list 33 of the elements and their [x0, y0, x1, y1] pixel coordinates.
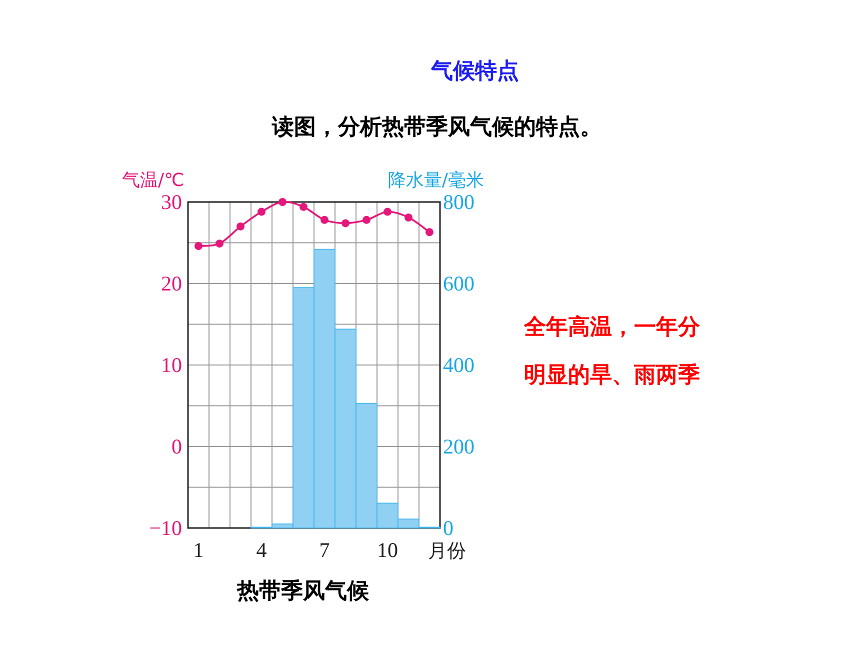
y2-tick-label: 400 [443, 353, 474, 377]
x-tick-label: 10 [377, 538, 398, 562]
y2-tick-label: 800 [443, 190, 474, 214]
y-tick-label: 10 [161, 353, 182, 377]
y-axis-title: 气温/℃ [122, 170, 184, 191]
point [384, 208, 392, 216]
x-axis-title: 月份 [428, 540, 466, 562]
text: 全年高温，一年分明显的旱、雨两季 [524, 314, 701, 390]
y-tick-label: 30 [161, 190, 182, 214]
point [216, 240, 224, 248]
y2-tick-label: 200 [443, 434, 474, 458]
text: 热带季风气候 [236, 578, 370, 606]
x-tick-label: 4 [256, 538, 268, 562]
point [278, 198, 286, 206]
y2-tick-label: 0 [443, 516, 454, 540]
point [236, 222, 244, 230]
x-tick-label: 1 [193, 538, 204, 562]
y-tick-label: 0 [172, 434, 182, 458]
y-tick-label: −10 [149, 516, 182, 540]
point [300, 202, 308, 211]
x-tick-label: 7 [319, 538, 330, 562]
chart-title: 气候特点 [430, 58, 520, 86]
point [362, 216, 370, 224]
chart-subtitle: 读图，分析热带季风气候的特点。 [270, 114, 603, 142]
point [320, 216, 328, 224]
point [258, 208, 266, 216]
point [404, 213, 412, 222]
y2-axis-title: 降水量/毫米 [388, 170, 484, 191]
point [426, 228, 434, 236]
point [342, 219, 350, 228]
point [194, 242, 202, 250]
y2-tick-label: 600 [443, 272, 474, 296]
y-tick-label: 20 [161, 272, 182, 296]
